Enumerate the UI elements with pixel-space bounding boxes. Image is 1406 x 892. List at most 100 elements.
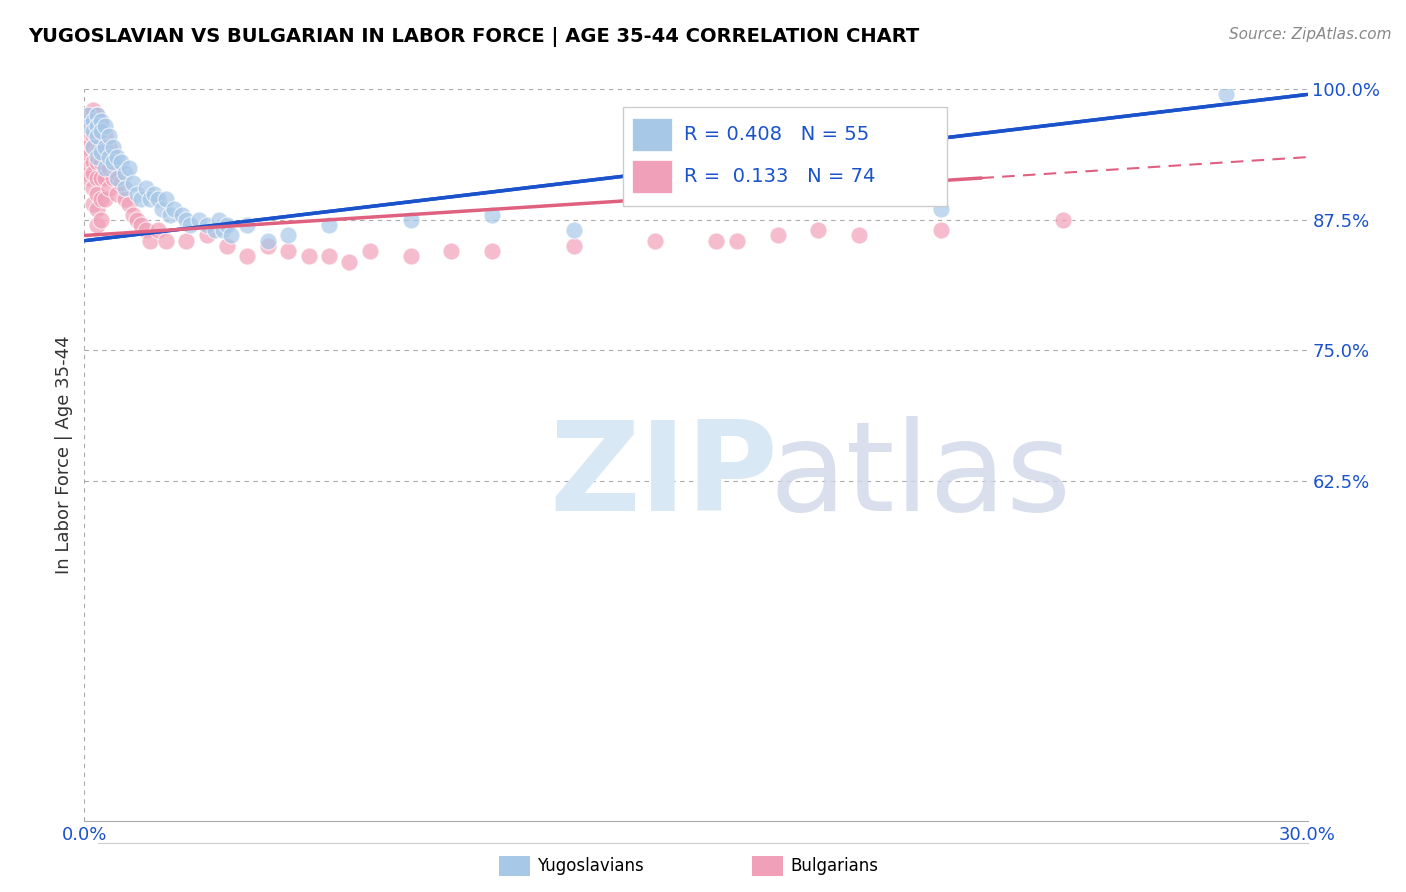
- Point: [257, 239, 280, 253]
- Point: [77, 108, 100, 122]
- Point: [155, 234, 177, 248]
- Point: [97, 150, 120, 164]
- Point: [97, 139, 120, 153]
- Point: [135, 181, 157, 195]
- Point: [105, 171, 128, 186]
- Point: [118, 161, 141, 175]
- Point: [725, 234, 748, 248]
- Point: [562, 223, 585, 237]
- Point: [90, 171, 112, 186]
- Point: [90, 155, 112, 169]
- Point: [90, 135, 112, 149]
- Point: [114, 192, 136, 206]
- Point: [110, 176, 132, 190]
- Point: [82, 129, 104, 144]
- Point: [86, 108, 108, 122]
- Point: [481, 208, 503, 222]
- Point: [174, 212, 197, 227]
- Point: [77, 150, 100, 164]
- Text: YUGOSLAVIAN VS BULGARIAN IN LABOR FORCE | AGE 35-44 CORRELATION CHART: YUGOSLAVIAN VS BULGARIAN IN LABOR FORCE …: [28, 27, 920, 46]
- Point: [77, 171, 100, 186]
- Point: [101, 155, 124, 169]
- Point: [212, 223, 235, 237]
- Point: [195, 228, 218, 243]
- Point: [399, 249, 422, 263]
- Point: [172, 208, 194, 222]
- Point: [77, 108, 100, 122]
- Text: R =  0.133   N = 74: R = 0.133 N = 74: [683, 167, 875, 186]
- Point: [93, 139, 115, 153]
- Point: [86, 119, 108, 133]
- Point: [138, 234, 160, 248]
- Point: [82, 166, 104, 180]
- Point: [1052, 212, 1074, 227]
- Point: [86, 150, 108, 164]
- Point: [217, 239, 239, 253]
- Point: [86, 129, 108, 144]
- Point: [127, 212, 149, 227]
- Point: [359, 244, 381, 259]
- Point: [114, 166, 136, 180]
- Point: [318, 249, 340, 263]
- Point: [159, 208, 181, 222]
- Point: [82, 124, 104, 138]
- Point: [86, 108, 108, 122]
- Point: [142, 186, 165, 201]
- Point: [82, 103, 104, 117]
- Point: [90, 113, 112, 128]
- FancyBboxPatch shape: [623, 108, 946, 206]
- Point: [219, 228, 242, 243]
- Point: [208, 212, 231, 227]
- Point: [93, 119, 115, 133]
- Point: [86, 171, 108, 186]
- Point: [131, 218, 153, 232]
- Point: [82, 113, 104, 128]
- Point: [277, 244, 299, 259]
- Point: [86, 202, 108, 217]
- Text: atlas: atlas: [769, 417, 1071, 537]
- Point: [118, 197, 141, 211]
- Point: [195, 218, 218, 232]
- Point: [146, 223, 169, 237]
- Point: [1215, 87, 1237, 102]
- Point: [86, 155, 108, 169]
- Point: [204, 223, 226, 237]
- Point: [77, 119, 100, 133]
- Point: [929, 223, 952, 237]
- Point: [86, 145, 108, 159]
- Text: Yugoslavians: Yugoslavians: [537, 857, 644, 875]
- Point: [86, 186, 108, 201]
- Point: [236, 249, 259, 263]
- Point: [82, 139, 104, 153]
- Point: [82, 124, 104, 138]
- Point: [562, 239, 585, 253]
- Point: [86, 218, 108, 232]
- Point: [90, 145, 112, 159]
- Point: [127, 186, 149, 201]
- Point: [82, 197, 104, 211]
- Point: [93, 150, 115, 164]
- Point: [440, 244, 463, 259]
- Point: [82, 155, 104, 169]
- Text: Source: ZipAtlas.com: Source: ZipAtlas.com: [1229, 27, 1392, 42]
- Point: [97, 181, 120, 195]
- Point: [82, 181, 104, 195]
- Point: [163, 202, 186, 217]
- Point: [90, 192, 112, 206]
- Point: [77, 161, 100, 175]
- Point: [77, 139, 100, 153]
- Point: [77, 119, 100, 133]
- Point: [90, 212, 112, 227]
- Point: [97, 161, 120, 175]
- FancyBboxPatch shape: [633, 161, 672, 193]
- Point: [298, 249, 321, 263]
- Point: [93, 171, 115, 186]
- Point: [131, 192, 153, 206]
- Point: [339, 254, 361, 268]
- Point: [90, 124, 112, 138]
- Text: R = 0.408   N = 55: R = 0.408 N = 55: [683, 125, 869, 144]
- Point: [114, 181, 136, 195]
- Point: [93, 161, 115, 175]
- Point: [97, 129, 120, 144]
- Point: [93, 129, 115, 144]
